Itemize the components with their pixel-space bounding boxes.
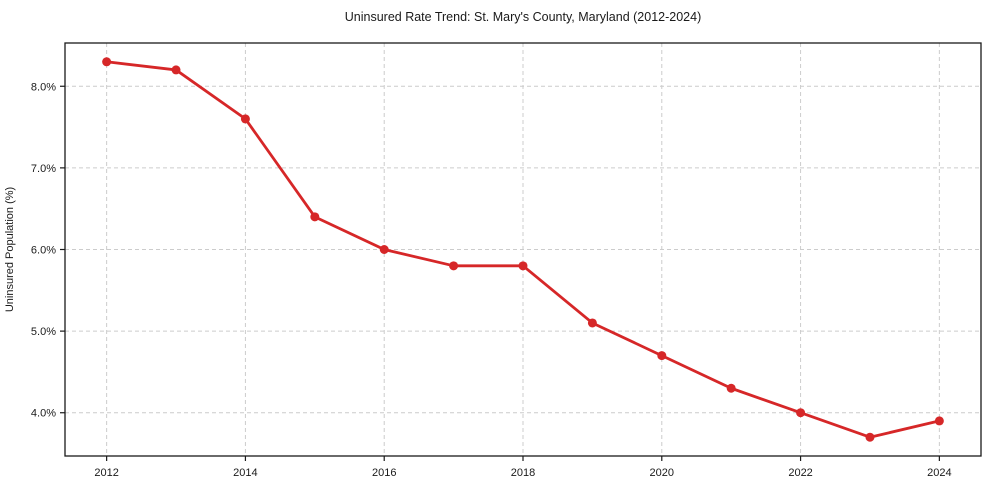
- data-point-2022: [796, 408, 806, 418]
- data-point-2018: [518, 261, 528, 271]
- x-tick-label: 2024: [927, 467, 951, 479]
- x-tick-label: 2016: [372, 467, 396, 479]
- data-point-2020: [657, 351, 667, 361]
- plot-border: [64, 42, 982, 457]
- x-tick-label: 2012: [94, 467, 118, 479]
- x-tick-label: 2014: [233, 467, 257, 479]
- y-tick-label: 8.0%: [31, 81, 56, 93]
- y-axis-label: Uninsured Population (%): [4, 187, 16, 312]
- x-tick-label: 2018: [511, 467, 535, 479]
- y-tick-label: 4.0%: [31, 408, 56, 420]
- y-tick-label: 7.0%: [31, 163, 56, 175]
- chart-title: Uninsured Rate Trend: St. Mary's County,…: [345, 10, 702, 24]
- data-point-2019: [587, 318, 597, 328]
- y-tick-label: 6.0%: [31, 245, 56, 257]
- data-point-2023: [865, 432, 875, 442]
- data-point-2015: [310, 212, 320, 222]
- y-tick-label: 5.0%: [31, 326, 56, 338]
- data-point-2024: [934, 416, 944, 426]
- data-point-2017: [449, 261, 459, 271]
- data-point-2014: [240, 114, 250, 124]
- data-point-2016: [379, 245, 389, 254]
- data-point-2012: [102, 57, 112, 67]
- x-tick-label: 2022: [788, 467, 812, 479]
- data-point-2013: [171, 65, 181, 75]
- x-tick-label: 2020: [650, 467, 674, 479]
- plot-area: 4.0% 5.0% 6.0% 7.0% 8.0% 2012 2014 2016 2018 2020…: [31, 42, 982, 479]
- data-point-2021: [726, 383, 736, 393]
